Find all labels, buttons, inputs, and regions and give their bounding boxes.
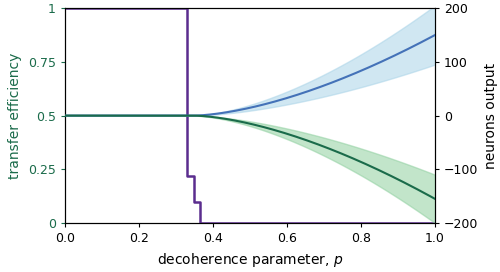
Y-axis label: transfer efficiency: transfer efficiency [8,52,22,179]
Y-axis label: neurons output: neurons output [484,63,498,169]
X-axis label: decoherence parameter, $p$: decoherence parameter, $p$ [156,251,344,269]
